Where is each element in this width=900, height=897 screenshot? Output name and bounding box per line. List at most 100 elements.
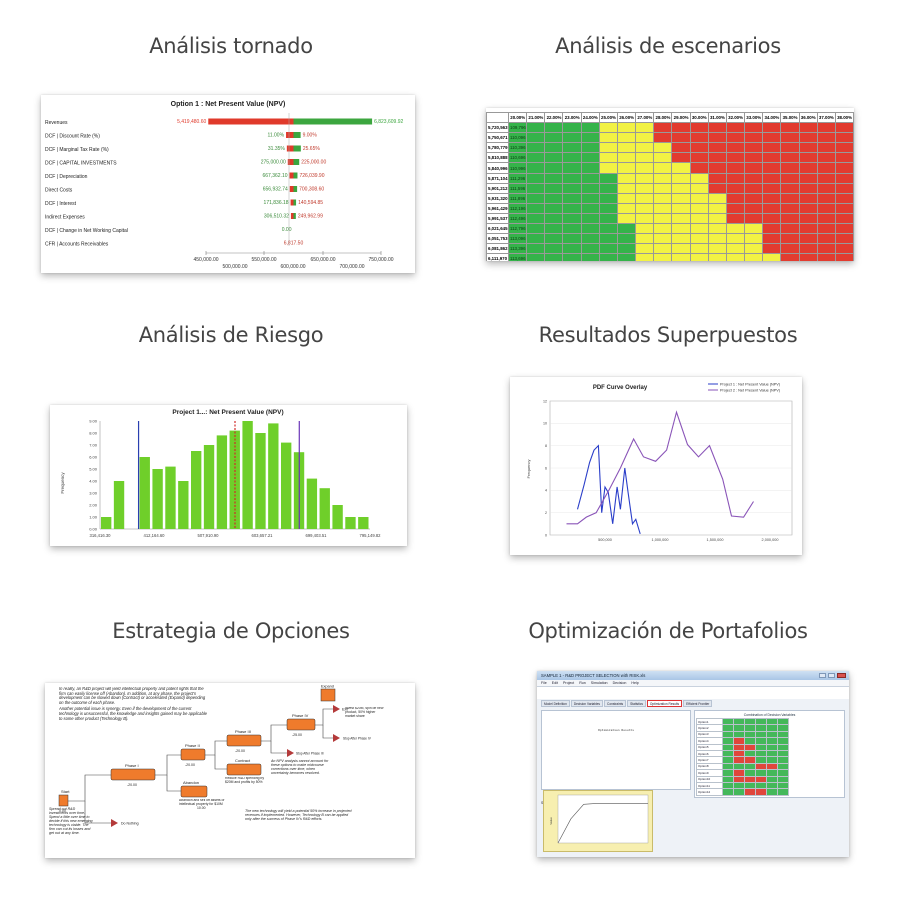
scenario-col-header: 38.00% xyxy=(834,111,854,124)
scenario-cell xyxy=(744,152,764,164)
scenario-cell xyxy=(671,132,691,144)
menu-item[interactable]: Run xyxy=(579,681,586,685)
model-description xyxy=(537,687,849,699)
tab-constraints[interactable]: Constraints xyxy=(604,700,627,707)
risk-y-tick-label: 0.00 xyxy=(89,527,98,532)
scenario-cell xyxy=(744,132,764,144)
scenario-cell xyxy=(653,202,673,214)
scenario-cell xyxy=(580,122,600,134)
tornado-low-label: 306,510.32 xyxy=(264,214,289,220)
contract-node[interactable] xyxy=(226,763,262,776)
overlay-x-tick-label: 2,000,000 xyxy=(762,538,779,542)
menu-item[interactable]: Simulation xyxy=(590,681,608,685)
tab-optimization-results[interactable]: Optimization Results xyxy=(646,700,683,707)
start-node[interactable] xyxy=(58,794,69,807)
scenario-cell xyxy=(635,172,655,184)
scenario-cell xyxy=(580,212,600,225)
scenario-cell xyxy=(725,162,746,174)
tab-efficient-frontier[interactable]: Efficient Frontier xyxy=(683,700,713,707)
scenario-cell xyxy=(598,202,618,214)
stop-ph3-terminal xyxy=(287,749,294,757)
scenario-cell xyxy=(798,202,818,214)
tornado-tick-label: 700,000.00 xyxy=(339,264,364,270)
scenario-cell xyxy=(816,162,836,174)
scenario-cell xyxy=(653,212,673,225)
scenario-cell xyxy=(816,132,836,144)
phase1-node[interactable] xyxy=(110,768,156,781)
abandon-node[interactable] xyxy=(180,785,208,798)
overlay-y-tick-label: 12 xyxy=(543,399,547,403)
risk-y-tick-label: 3.00 xyxy=(89,491,98,496)
risk-bar xyxy=(242,421,253,529)
scenario-cell xyxy=(798,192,818,204)
scenario-col-header: 22.00% xyxy=(544,111,564,124)
scenario-cell xyxy=(544,192,564,204)
decision-row: Option2 xyxy=(696,724,789,732)
overlay-legend-label: Project 2 : Net Present Value (NPV) xyxy=(720,388,781,392)
expand-node[interactable] xyxy=(320,688,336,702)
tornado-high-label: 140,594.85 xyxy=(298,200,323,206)
scenario-cell xyxy=(526,152,546,164)
menu-item[interactable]: File xyxy=(541,681,547,685)
phase3-node[interactable] xyxy=(226,734,262,747)
scenario-cell xyxy=(598,172,618,184)
scenarios-heading: Análisis de escenarios xyxy=(555,34,781,58)
scenario-col-header: 26.00% xyxy=(616,111,637,124)
scenario-cell xyxy=(762,223,782,235)
menu-item[interactable]: Project xyxy=(563,681,575,685)
tornado-high-label: 6,823,609.92 xyxy=(374,119,403,125)
risk-y-tick-label: 1.00 xyxy=(89,515,98,520)
spread-text: Spread out R&D investments over time. Sp… xyxy=(49,807,93,835)
scenario-row: 5,720,563 109,796 xyxy=(486,122,854,134)
convergence-chart-panel: Value xyxy=(543,790,653,852)
tab-decision-variables[interactable]: Decision Variables xyxy=(570,700,604,707)
menu-item[interactable]: Decision xyxy=(612,681,627,685)
minimize-icon[interactable] xyxy=(819,673,826,678)
scenario-cell xyxy=(689,202,709,214)
scenario-cell xyxy=(725,243,746,255)
menu-item[interactable]: Help xyxy=(631,681,639,685)
scenario-cell xyxy=(653,243,673,255)
risk-x-tick-label: 412,164.60 xyxy=(144,533,166,538)
scenario-cell xyxy=(798,223,818,235)
scenario-cell xyxy=(671,223,691,235)
scenario-col-header: 37.00% xyxy=(816,111,836,124)
maximize-icon[interactable] xyxy=(828,673,835,678)
scenario-corner-cell xyxy=(486,111,509,124)
scenarios-card: 20.00% 21.00% 22.00% 23.00% 24.00% 25.00% 26.0… xyxy=(486,108,854,261)
scenario-cell xyxy=(798,122,818,134)
scenario-cell xyxy=(816,122,836,134)
menu-item[interactable]: Edit xyxy=(551,681,558,685)
phase2-value: -20.00 xyxy=(185,763,195,767)
contract-label: Contract xyxy=(235,758,251,763)
overlay-y-tick-label: 2 xyxy=(545,511,547,515)
scenario-cell xyxy=(762,202,782,214)
decision-cell xyxy=(755,788,767,796)
risk-x-tick-label: 507,910.90 xyxy=(198,533,220,538)
scenario-cell xyxy=(635,223,655,235)
scenario-cell xyxy=(526,182,546,194)
scenario-cell xyxy=(635,253,655,261)
scenario-cell xyxy=(762,142,782,154)
scenario-cell xyxy=(598,192,618,204)
scenario-cell xyxy=(562,233,582,245)
close-icon[interactable] xyxy=(837,673,846,678)
scenario-cell xyxy=(653,142,673,154)
tornado-high-bar xyxy=(293,145,301,152)
decision-row: Option5 xyxy=(696,743,789,751)
phase2-node[interactable] xyxy=(180,748,206,761)
tab-statistics[interactable]: Statistics xyxy=(627,700,646,707)
scenario-row: 6,111,970 113,696 xyxy=(486,253,854,261)
risk-y-tick-label: 2.00 xyxy=(89,503,98,508)
scenario-cell xyxy=(653,223,673,235)
tornado-low-label: 275,000.00 xyxy=(261,160,286,166)
risk-bar xyxy=(203,445,215,529)
phase4-node[interactable] xyxy=(286,718,316,731)
scenario-cell xyxy=(798,182,818,194)
options-tree: Start 0.00 Phase I -20.00 Phase II -20.0… xyxy=(49,685,383,836)
tab-model-definition[interactable]: Model Definition xyxy=(541,700,570,707)
overlay-card: PDF Curve Overlay Frequency 0 2 4 6 8 10 12 500… xyxy=(510,377,802,555)
scenario-cell xyxy=(798,253,818,261)
tornado-low-label: 667,362.10 xyxy=(263,173,288,179)
scenario-cell xyxy=(653,152,673,164)
